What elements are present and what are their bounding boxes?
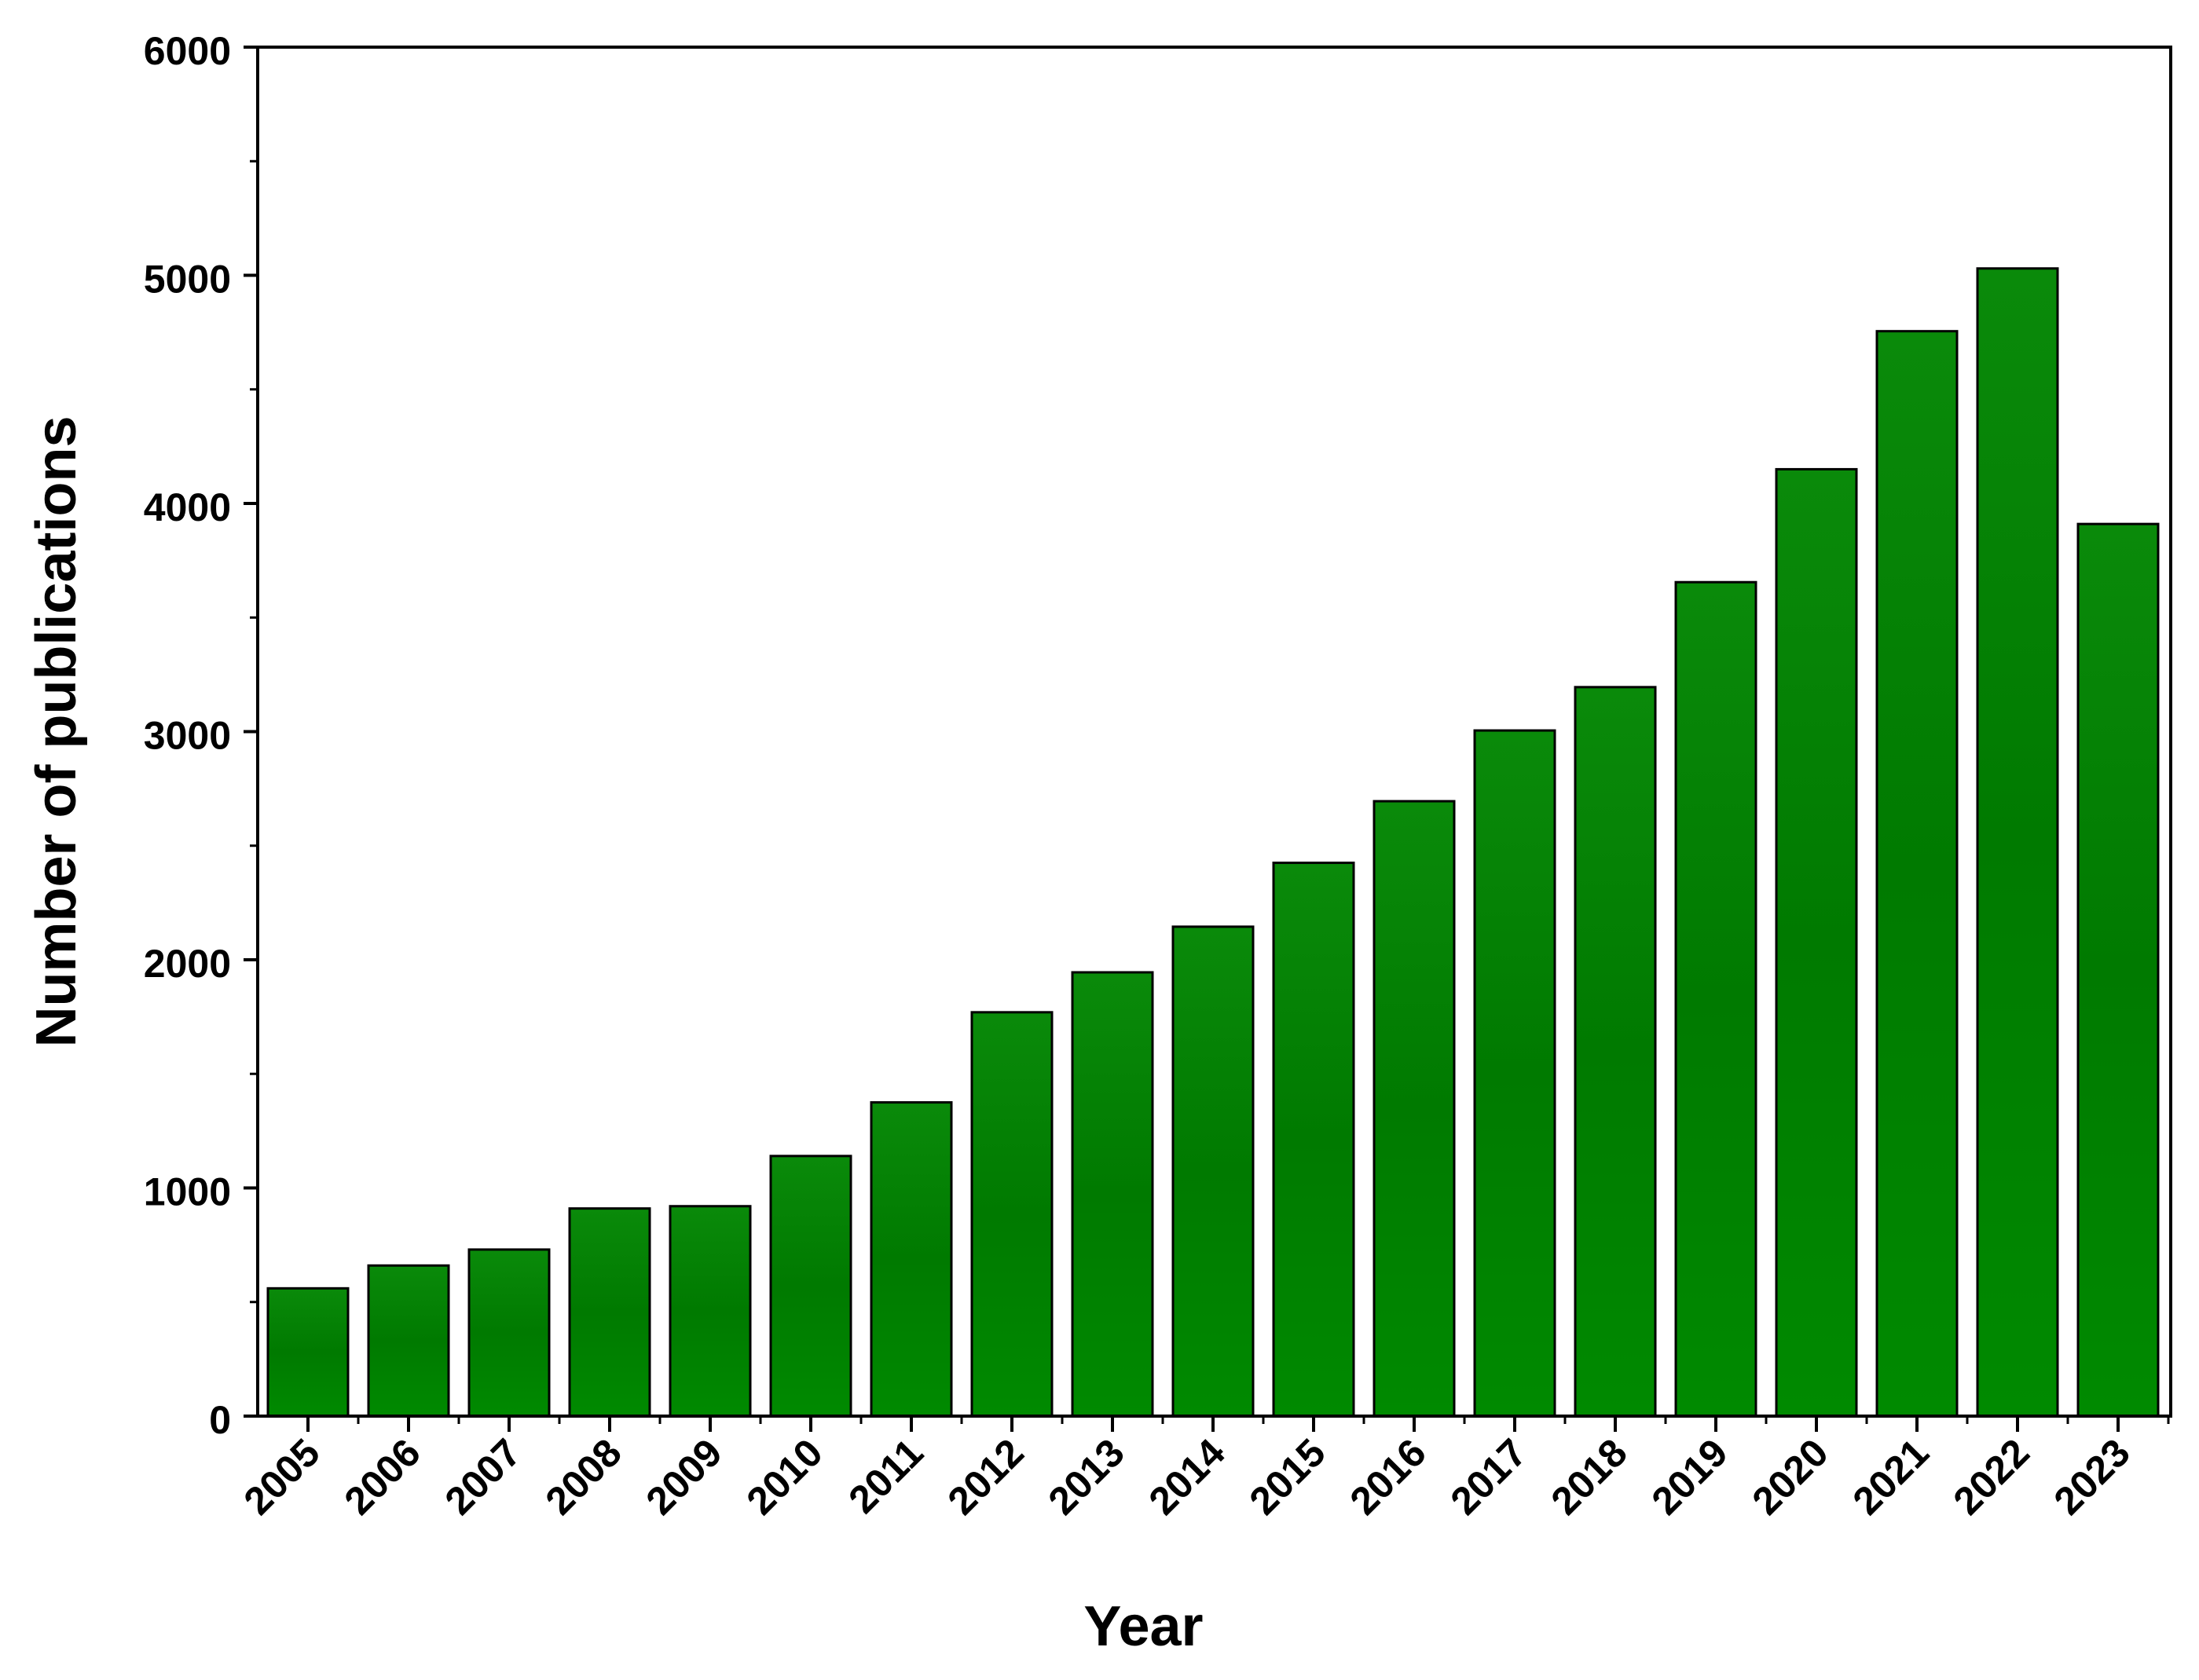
bar-2018: [1574, 686, 1657, 1418]
bar-2007: [467, 1248, 551, 1418]
x-tick-label: 2013: [1040, 1430, 1133, 1523]
bar-2015: [1272, 862, 1355, 1418]
bar-2016: [1373, 800, 1456, 1418]
bar-2017: [1473, 729, 1556, 1418]
ticks-layer: [244, 46, 2170, 1432]
bar-2009: [669, 1205, 752, 1418]
x-tick-label: 2008: [537, 1430, 630, 1523]
x-tick-label: 2006: [336, 1430, 429, 1523]
bar-2011: [870, 1101, 953, 1418]
bar-2021: [1875, 330, 1959, 1418]
x-tick-label: 2019: [1644, 1430, 1736, 1523]
x-tick-label: 2015: [1241, 1430, 1334, 1523]
x-tick-label: 2023: [2046, 1430, 2139, 1523]
y-tick-label: 0: [209, 1398, 231, 1442]
x-tick-label: 2020: [1744, 1430, 1837, 1523]
y-tick-label: 2000: [144, 942, 231, 986]
x-tick-label: 2022: [1945, 1430, 2038, 1523]
bar-2020: [1775, 467, 1858, 1418]
x-tick-label: 2018: [1543, 1430, 1636, 1523]
bar-2006: [367, 1264, 450, 1418]
y-tick-label: 4000: [144, 485, 231, 529]
y-tick-label: 5000: [144, 258, 231, 302]
bar-2005: [266, 1287, 350, 1418]
x-tick-label: 2012: [940, 1430, 1032, 1523]
y-axis-title: Number of publications: [25, 415, 88, 1047]
x-tick-label: 2010: [738, 1430, 831, 1523]
x-tick-label: 2016: [1342, 1430, 1435, 1523]
bar-2013: [1071, 971, 1154, 1418]
bar-2019: [1674, 580, 1757, 1418]
x-tick-label: 2011: [840, 1430, 931, 1521]
x-axis-title: Year: [1083, 1595, 1203, 1658]
x-tick-label: 2014: [1141, 1430, 1233, 1523]
bar-2008: [568, 1207, 651, 1418]
x-tick-label: 2005: [236, 1430, 328, 1523]
x-tick-label: 2007: [437, 1430, 530, 1523]
bar-2010: [769, 1155, 852, 1418]
bar-2022: [1976, 267, 2059, 1418]
x-tick-label: 2021: [1845, 1430, 1937, 1523]
y-tick-label: 1000: [144, 1170, 231, 1214]
y-tick-label: 3000: [144, 714, 231, 758]
bar-2023: [2076, 522, 2160, 1418]
x-tick-label: 2017: [1442, 1430, 1535, 1523]
x-tick-label: 2009: [638, 1430, 731, 1523]
bar-2012: [970, 1011, 1054, 1418]
bars-layer: [266, 267, 2160, 1418]
y-tick-label: 6000: [144, 29, 231, 73]
bar-2014: [1171, 925, 1255, 1418]
